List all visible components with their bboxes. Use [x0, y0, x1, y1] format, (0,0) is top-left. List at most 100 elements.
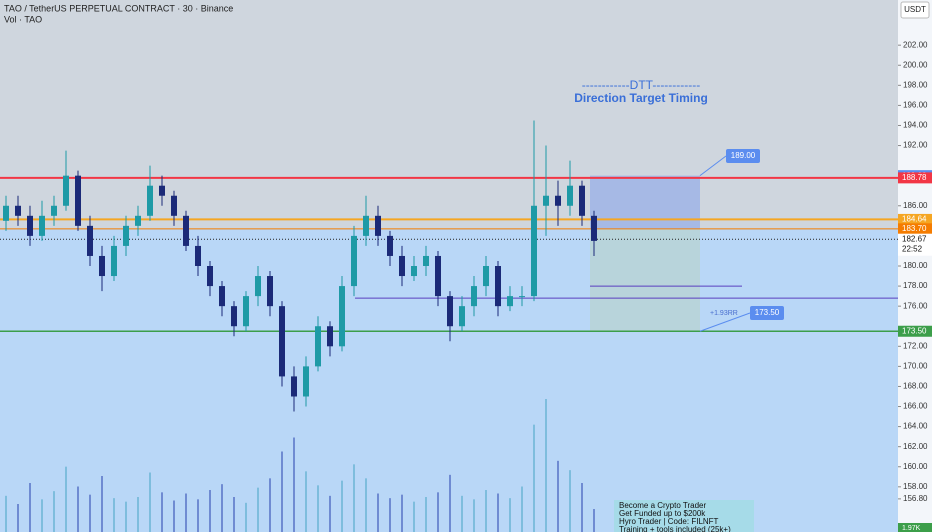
candle-body [315, 326, 321, 367]
candle-body [111, 245, 117, 277]
stop-zone [590, 228, 700, 332]
callout-label: 173.50 [755, 308, 780, 317]
candle-body [51, 205, 57, 216]
price-tag-label: 182.67 [902, 234, 927, 243]
candle-body [351, 235, 357, 287]
volume-bar [365, 478, 367, 532]
target-zone [590, 175, 700, 229]
candle-body [195, 245, 201, 266]
y-tick-label: 158.00 [903, 482, 928, 491]
volume-bar [581, 483, 583, 532]
volume-bar [149, 472, 151, 532]
candle-body [219, 286, 225, 307]
volume-bar [341, 480, 343, 532]
volume-tag [898, 523, 932, 532]
volume-bar [257, 487, 259, 532]
candle-body [207, 266, 213, 287]
candle-body [363, 215, 369, 236]
candle-body [543, 195, 549, 206]
volume-bar [173, 500, 175, 532]
candle-body [75, 175, 81, 226]
price-axis [898, 0, 932, 532]
price-tag-label: 183.70 [902, 224, 927, 233]
candle-body [483, 266, 489, 287]
candle-body [3, 205, 9, 221]
candle-body [279, 306, 285, 377]
volume-bar [281, 451, 283, 532]
volume-bar [521, 486, 523, 532]
volume-bar [53, 491, 55, 532]
volume-bar [137, 497, 139, 532]
callout-box [750, 306, 784, 320]
price-tag [898, 233, 932, 256]
y-tick-label: 200.00 [903, 60, 928, 69]
volume-bar [77, 486, 79, 532]
candle-body [375, 215, 381, 236]
y-tick-label: 202.00 [903, 40, 928, 49]
y-tick-label: 162.00 [903, 442, 928, 451]
candle-body [579, 185, 585, 216]
callout-box [726, 149, 760, 163]
y-tick-label: 156.80 [903, 494, 928, 503]
candle-body [495, 266, 501, 307]
volume-bar [197, 499, 199, 532]
volume-bar [221, 484, 223, 532]
y-tick-label: 172.00 [903, 341, 928, 350]
candle-body [423, 255, 429, 266]
ad-line: Become a Crypto Trader [619, 501, 706, 510]
volume-bar [545, 399, 547, 532]
callout-label: 189.00 [731, 151, 756, 160]
candle-body [267, 276, 273, 307]
candle-body [147, 185, 153, 216]
volume-bar [317, 485, 319, 532]
volume-bar [209, 490, 211, 532]
volume-bar [113, 498, 115, 532]
volume-bar [389, 498, 391, 532]
candle-body [411, 266, 417, 277]
candle-body [519, 296, 525, 298]
candle-body [123, 225, 129, 246]
volume-bar [29, 483, 31, 532]
candle-body [159, 185, 165, 196]
volume-bar [233, 497, 235, 532]
candle-body [63, 175, 69, 206]
volume-bar [473, 499, 475, 532]
candle-body [339, 286, 345, 347]
price-tag [898, 325, 932, 337]
volume-bar [161, 492, 163, 532]
volume-bar [5, 495, 7, 532]
y-tick-label: 160.00 [903, 462, 928, 471]
callout-line [699, 155, 727, 177]
ad-line: Training + tools included (25k+) [619, 525, 731, 532]
candle-body [39, 215, 45, 236]
y-tick-label: 170.00 [903, 361, 928, 370]
candle-body [387, 235, 393, 256]
candle-body [459, 306, 465, 327]
y-tick-label: 196.00 [903, 101, 928, 110]
candle-body [327, 326, 333, 347]
volume-bar [557, 460, 559, 532]
candle-body [135, 215, 141, 226]
candle-body [567, 185, 573, 206]
y-tick-label: 180.00 [903, 261, 928, 270]
volume-bar [353, 464, 355, 532]
volume-bar [497, 493, 499, 532]
candle-body [399, 255, 405, 277]
volume-bar [293, 437, 295, 532]
candle-body [471, 286, 477, 307]
volume-bar [401, 494, 403, 532]
volume-bar [269, 478, 271, 532]
volume-bar [437, 492, 439, 532]
y-tick-label: 194.00 [903, 121, 928, 130]
candle-body [15, 205, 21, 216]
price-tag-label: 188.78 [902, 173, 927, 182]
price-tag-label: 184.64 [902, 215, 927, 224]
volume-bar [485, 490, 487, 532]
volume-bar [329, 495, 331, 532]
candle-body [435, 255, 441, 297]
y-tick-label: 168.00 [903, 382, 928, 391]
currency: USDT [904, 5, 926, 14]
price-tag [898, 223, 932, 235]
candle-body [243, 296, 249, 327]
